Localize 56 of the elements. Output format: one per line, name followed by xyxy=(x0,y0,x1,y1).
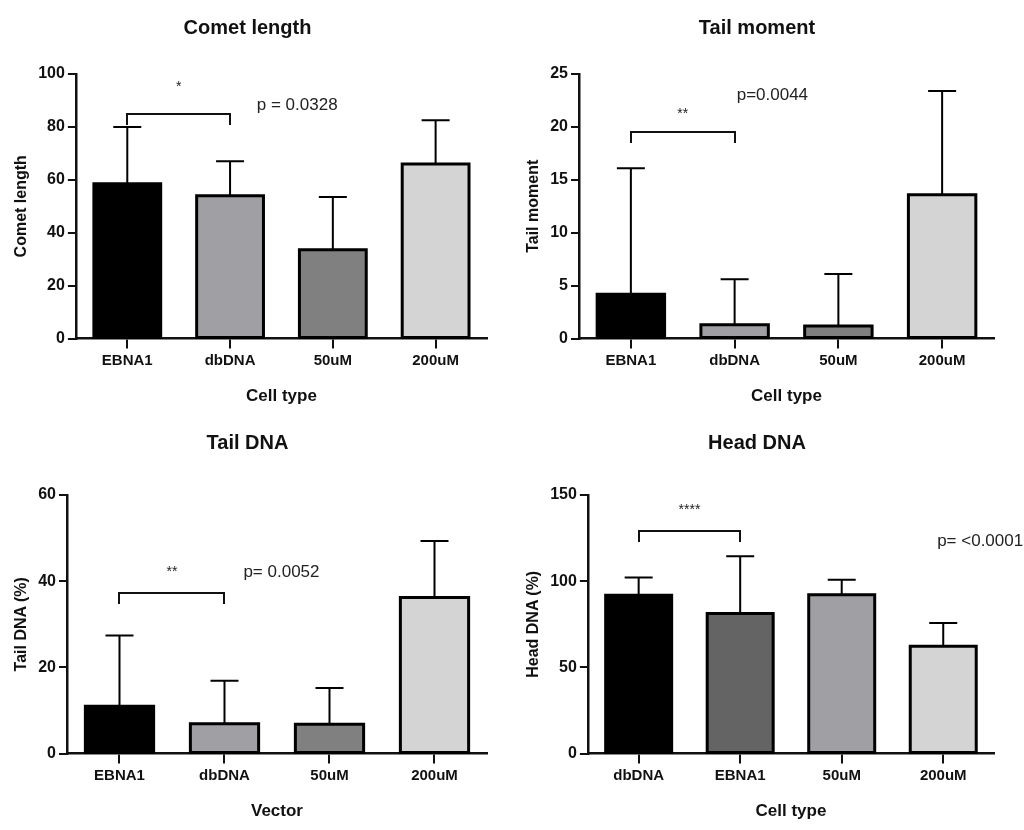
y-axis-title: Comet length xyxy=(12,155,30,258)
x-tick-label: EBNA1 xyxy=(101,350,153,368)
x-tick-label: EBNA1 xyxy=(714,765,766,783)
x-tick-label: dbDNA xyxy=(199,765,251,783)
x-tick-label: 50uM xyxy=(822,765,861,783)
y-tick-label: 100 xyxy=(550,571,577,589)
annotation: ** xyxy=(166,563,178,580)
chart-title: Tail moment xyxy=(698,15,816,38)
x-tick-label: 200uM xyxy=(412,350,459,368)
y-axis-title: Head DNA (%) xyxy=(524,570,542,678)
y-tick-label: 50 xyxy=(559,657,577,675)
x-tick-label: dbDNA xyxy=(613,765,665,783)
annotation: ** xyxy=(677,104,689,121)
y-tick-label: 0 xyxy=(55,329,65,347)
x-tick-label: 200uM xyxy=(411,765,458,783)
y-tick-label: 80 xyxy=(47,117,65,135)
x-axis-title: Vector xyxy=(251,801,304,821)
y-tick-label: 150 xyxy=(550,485,577,503)
y-tick-label: 0 xyxy=(47,744,57,762)
x-tick-label: dbDNA xyxy=(204,350,256,368)
chart-title: Tail DNA xyxy=(206,430,289,453)
x-tick-label: 200uM xyxy=(919,765,967,783)
y-tick-label: 20 xyxy=(38,657,57,675)
annotation: p=0.0044 xyxy=(736,84,809,104)
y-tick-label: 20 xyxy=(47,276,65,294)
x-tick-label: 50uM xyxy=(310,765,349,783)
annotation: p= <0.0001 xyxy=(937,531,1024,551)
x-tick-label: 200uM xyxy=(918,350,966,368)
y-tick-label: 40 xyxy=(47,223,65,241)
x-tick-label: dbDNA xyxy=(709,350,761,368)
y-tick-label: 20 xyxy=(550,117,569,135)
y-tick-label: 0 xyxy=(559,329,569,347)
annotation: * xyxy=(175,78,182,95)
y-tick-label: 0 xyxy=(567,744,577,762)
y-tick-label: 60 xyxy=(47,170,65,188)
y-tick-label: 15 xyxy=(550,170,569,188)
y-axis-title: Tail DNA (%) xyxy=(12,577,30,672)
y-tick-label: 40 xyxy=(38,571,57,589)
annotation: **** xyxy=(678,501,701,518)
x-tick-label: 50uM xyxy=(819,350,858,368)
x-tick-label: 50uM xyxy=(313,350,353,368)
annotation: p= 0.0052 xyxy=(243,562,320,582)
y-tick-label: 10 xyxy=(550,223,569,241)
chart-title: Head DNA xyxy=(708,430,806,453)
y-axis-title: Tail moment xyxy=(524,159,542,253)
x-axis-title: Cell type xyxy=(755,801,827,821)
y-tick-label: 25 xyxy=(550,64,569,82)
y-tick-label: 100 xyxy=(38,64,65,82)
y-tick-label: 5 xyxy=(559,276,569,294)
annotation: p = 0.0328 xyxy=(256,95,338,115)
x-tick-label: EBNA1 xyxy=(94,765,145,783)
x-axis-title: Cell type xyxy=(751,386,822,406)
chart-title: Comet length xyxy=(183,15,312,38)
x-axis-title: Cell type xyxy=(246,386,317,406)
y-tick-label: 60 xyxy=(38,485,57,503)
x-tick-label: EBNA1 xyxy=(605,350,657,368)
